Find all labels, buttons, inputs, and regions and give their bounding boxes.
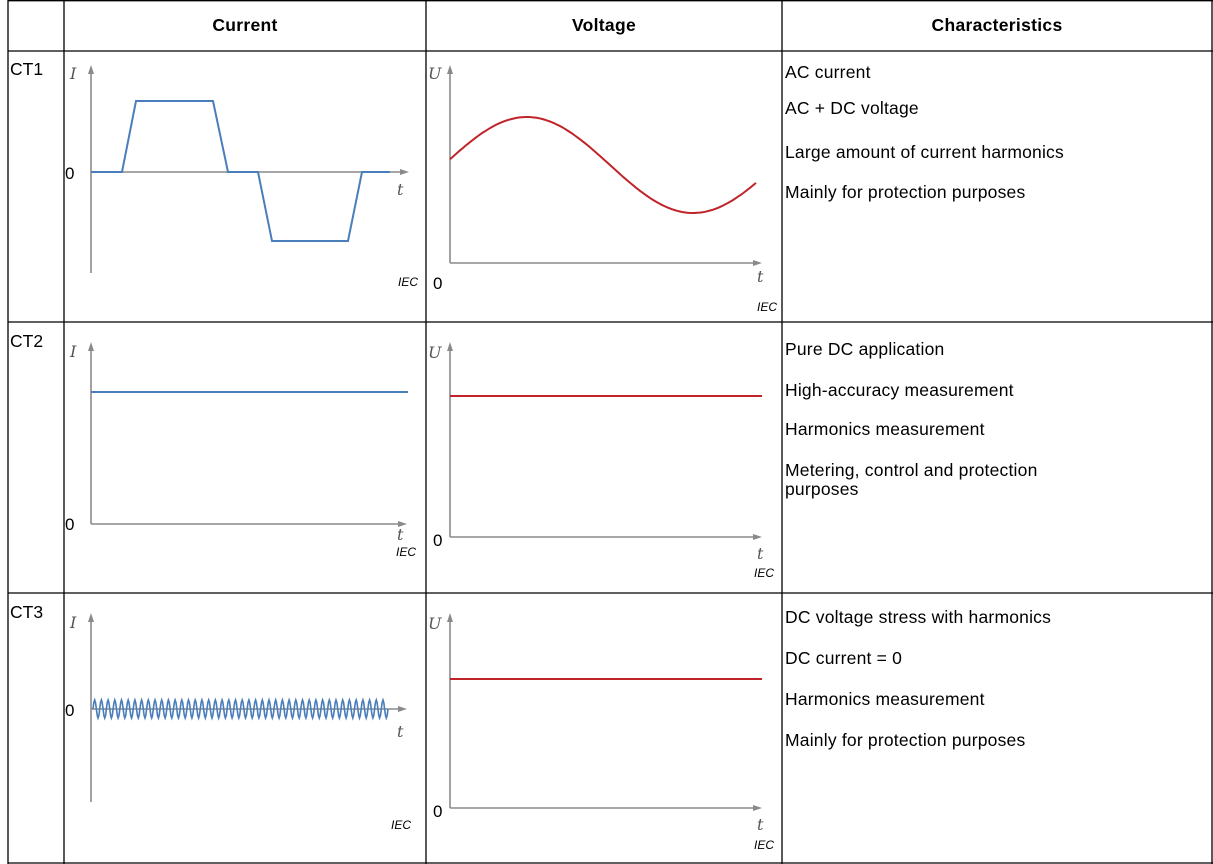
ct1-voltage-axis-y-label: U bbox=[428, 64, 442, 83]
ct2-characteristic-4a: Metering, control and protection bbox=[785, 460, 1038, 480]
ct3-characteristic-2: DC current = 0 bbox=[785, 648, 903, 668]
ct3-voltage-axis-x-label: t bbox=[757, 815, 764, 834]
ct1-voltage-zero-label: 0 bbox=[433, 274, 442, 293]
ct2-characteristic-3: Harmonics measurement bbox=[785, 419, 985, 439]
ct1-current-axis-y-label: I bbox=[69, 64, 77, 83]
ct2-current-axis-x-label: t bbox=[397, 525, 404, 544]
ct3-current-axis-x-label: t bbox=[397, 722, 404, 741]
ct2-characteristic-2: High-accuracy measurement bbox=[785, 380, 1014, 400]
ct1-current-chart: I 0 t IEC bbox=[64, 51, 426, 322]
ct2-characteristic-1: Pure DC application bbox=[785, 339, 945, 359]
ct2-voltage-axis-x-label: t bbox=[757, 544, 764, 563]
ct3-current-chart: I 0 t IEC bbox=[64, 593, 426, 864]
ct2-current-zero-label: 0 bbox=[65, 515, 74, 534]
ct1-current-axis-x-label: t bbox=[397, 180, 404, 199]
ct3-current-axis-y-label: I bbox=[69, 613, 77, 632]
ct2-voltage-source: IEC bbox=[754, 566, 774, 580]
ct3-voltage-zero-label: 0 bbox=[433, 802, 442, 821]
row-label-ct2: CT2 bbox=[10, 331, 44, 351]
ct1-characteristic-3: Large amount of current harmonics bbox=[785, 142, 1064, 162]
ct3-current-source: IEC bbox=[391, 818, 411, 832]
row-label-ct3: CT3 bbox=[10, 602, 44, 622]
ct3-characteristic-3: Harmonics measurement bbox=[785, 689, 985, 709]
ct3-voltage-chart: U 0 t IEC bbox=[426, 593, 782, 864]
ct1-voltage-source: IEC bbox=[757, 300, 777, 314]
ct2-voltage-axis-y-label: U bbox=[428, 343, 442, 362]
row-label-ct1: CT1 bbox=[10, 59, 44, 79]
ct1-characteristic-4: Mainly for protection purposes bbox=[785, 182, 1026, 202]
ct1-characteristic-1: AC current bbox=[785, 62, 871, 82]
ct1-voltage-chart: U 0 t IEC bbox=[426, 51, 782, 322]
ct1-voltage-axis-x-label: t bbox=[757, 267, 764, 286]
ct1-current-source: IEC bbox=[398, 275, 418, 289]
header-voltage: Voltage bbox=[571, 15, 636, 35]
ct3-characteristic-4: Mainly for protection purposes bbox=[785, 730, 1026, 750]
ct2-characteristic-4b: purposes bbox=[785, 479, 859, 499]
ct3-voltage-axis-y-label: U bbox=[428, 614, 442, 633]
ct2-current-source: IEC bbox=[396, 545, 416, 559]
ct3-characteristic-1: DC voltage stress with harmonics bbox=[785, 607, 1052, 627]
ct2-voltage-chart: U 0 t IEC bbox=[426, 322, 782, 593]
ct3-current-zero-label: 0 bbox=[65, 701, 74, 720]
ct1-characteristic-2: AC + DC voltage bbox=[785, 98, 919, 118]
header-characteristics: Characteristics bbox=[931, 15, 1063, 35]
ct3-voltage-source: IEC bbox=[754, 838, 774, 852]
ct2-current-chart: I 0 t IEC bbox=[64, 322, 426, 593]
ct2-current-axis-y-label: I bbox=[69, 342, 77, 361]
ct2-voltage-zero-label: 0 bbox=[433, 531, 442, 550]
ct1-current-zero-label: 0 bbox=[65, 164, 74, 183]
header-current: Current bbox=[212, 15, 278, 35]
